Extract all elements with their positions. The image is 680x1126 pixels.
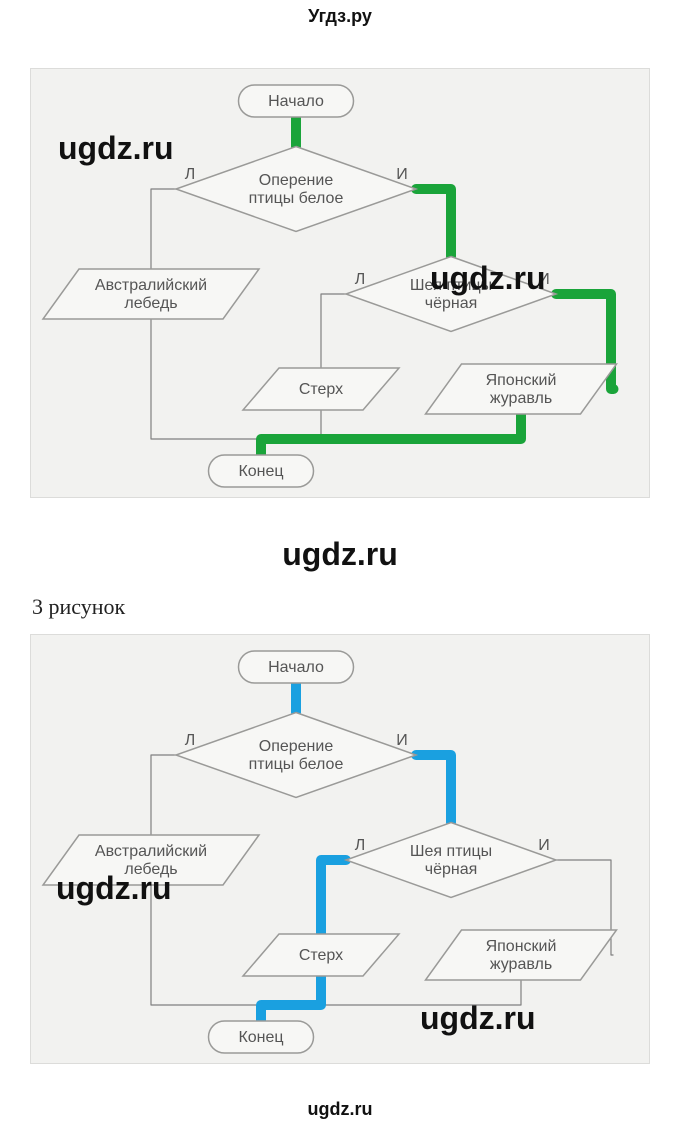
flowchart-panel-2: Л И Л И Начало Оперениептицы белое Австралийск… (30, 634, 650, 1064)
watermark-bottom: ugdz.ru (308, 1099, 373, 1120)
svg-text:журавль: журавль (490, 956, 552, 973)
svg-text:Л: Л (355, 271, 366, 288)
svg-text:Стерх: Стерх (299, 381, 343, 398)
watermark-middle: ugdz.ru (282, 536, 398, 573)
svg-text:Шея птицы: Шея птицы (410, 843, 492, 860)
svg-text:Конец: Конец (238, 1029, 283, 1046)
svg-text:птицы белое: птицы белое (249, 190, 344, 207)
svg-text:И: И (396, 732, 408, 749)
svg-text:птицы белое: птицы белое (249, 756, 344, 773)
svg-text:лебедь: лебедь (124, 295, 177, 312)
svg-text:Японский: Японский (486, 938, 557, 955)
svg-text:Австралийский: Австралийский (95, 277, 207, 294)
svg-text:журавль: журавль (490, 390, 552, 407)
svg-text:Л: Л (355, 837, 366, 854)
svg-text:чёрная: чёрная (425, 295, 478, 312)
svg-text:Начало: Начало (268, 93, 324, 110)
watermark-3: ugdz.ru (56, 870, 172, 907)
svg-text:И: И (538, 837, 550, 854)
caption-figure-2: 3 рисунок (32, 594, 125, 620)
svg-text:Австралийский: Австралийский (95, 843, 207, 860)
watermark-top: Угдз.ру (308, 6, 372, 27)
svg-text:чёрная: чёрная (425, 861, 478, 878)
svg-text:И: И (396, 166, 408, 183)
watermark-4: ugdz.ru (420, 1000, 536, 1037)
watermark-2: ugdz.ru (430, 260, 546, 297)
svg-text:Л: Л (185, 166, 196, 183)
svg-text:Оперение: Оперение (259, 172, 334, 189)
svg-text:Начало: Начало (268, 659, 324, 676)
svg-text:Японский: Японский (486, 372, 557, 389)
svg-text:Л: Л (185, 732, 196, 749)
svg-text:Оперение: Оперение (259, 738, 334, 755)
flowchart-svg-2: Л И Л И Начало Оперениептицы белое Австралийск… (31, 635, 651, 1065)
svg-text:Конец: Конец (238, 463, 283, 480)
watermark-1: ugdz.ru (58, 130, 174, 167)
svg-text:Стерх: Стерх (299, 947, 343, 964)
